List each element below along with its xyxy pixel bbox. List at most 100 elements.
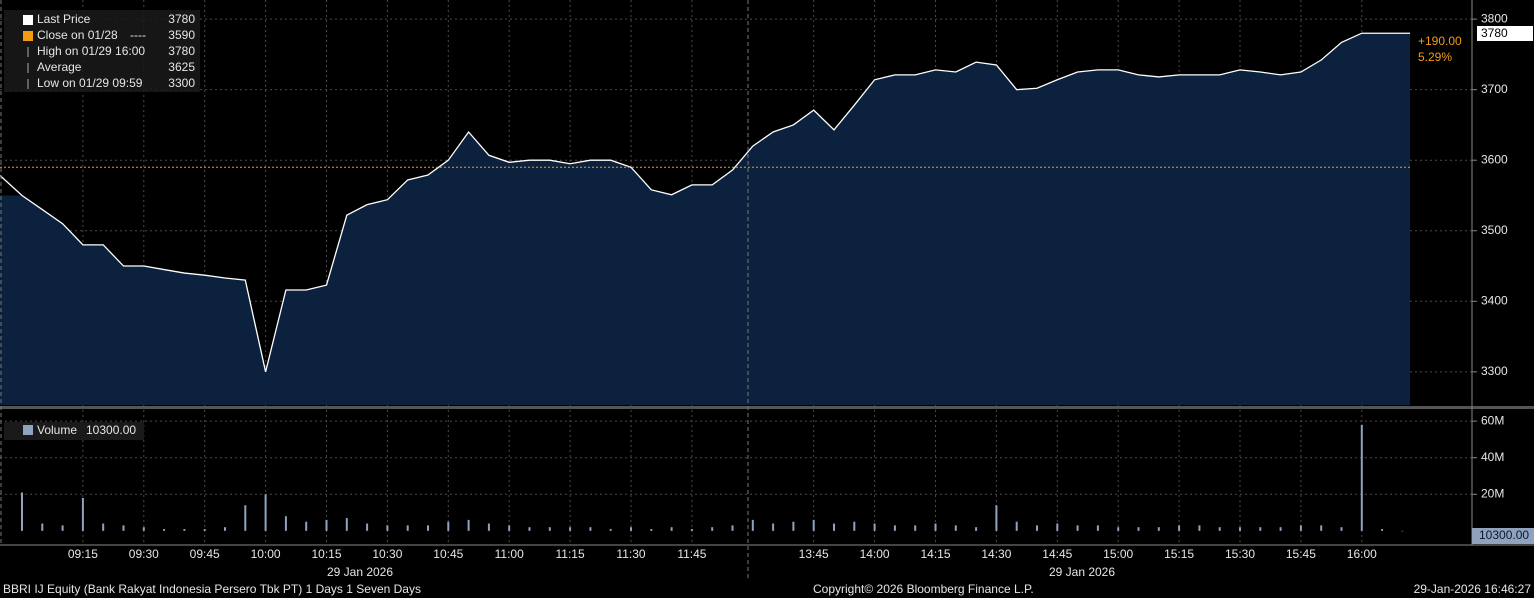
volume-bar — [975, 527, 978, 531]
legend-value: 3780 — [168, 12, 195, 26]
volume-bar — [102, 523, 105, 531]
x-tick-label: 14:15 — [920, 547, 950, 561]
change-pct-label: 5.29% — [1418, 50, 1452, 64]
date-label: 29 Jan 2026 — [327, 565, 393, 579]
panel-divider — [0, 406, 1534, 409]
volume-bar — [812, 519, 815, 531]
footer-security: BBRI IJ Equity (Bank Rakyat Indonesia Pe… — [3, 582, 421, 596]
legend-value: 3590 — [168, 28, 195, 42]
volume-bar — [853, 521, 856, 531]
legend-swatch — [23, 15, 33, 25]
price-area — [0, 33, 1410, 406]
volume-bar — [1036, 525, 1038, 531]
volume-bar — [142, 527, 145, 531]
change-label: +190.00 — [1418, 34, 1462, 48]
y-tick-label: 3600 — [1481, 152, 1508, 166]
volume-bar — [264, 494, 267, 531]
legend-value: 3300 — [168, 76, 195, 90]
legend-label: Low on 01/29 09:59 — [37, 76, 143, 90]
volume-bar — [548, 527, 551, 531]
volume-bar — [224, 527, 226, 531]
legend-style: ---- — [130, 28, 146, 42]
x-tick-label: 14:00 — [860, 547, 890, 561]
volume-bar — [630, 527, 632, 531]
volume-bar — [1198, 525, 1201, 531]
legend-label: Last Price — [37, 12, 91, 26]
volume-bar — [731, 525, 734, 531]
x-tick-label: 11:00 — [495, 547, 524, 561]
date-label: 29 Jan 2026 — [1049, 565, 1115, 579]
volume-bar — [1279, 527, 1282, 531]
volume-bar — [1239, 527, 1241, 531]
x-tick-label: 15:00 — [1103, 547, 1133, 561]
volume-bar — [467, 519, 470, 531]
legend-value: 3625 — [168, 60, 195, 74]
volume-bar — [1076, 525, 1079, 531]
y-tick-label: 40M — [1481, 450, 1504, 464]
x-tick-label: 11:45 — [677, 547, 706, 561]
volume-bar — [244, 505, 247, 531]
volume-bar — [203, 529, 206, 531]
volume-bar — [1360, 424, 1363, 531]
last-price-label: 3780 — [1481, 26, 1508, 40]
volume-bar — [751, 519, 754, 531]
last-price-box — [1477, 26, 1533, 41]
volume-bar — [366, 523, 369, 531]
legend-label: Close on 01/28 — [37, 28, 118, 42]
y-tick-label: 3300 — [1481, 364, 1508, 378]
volume-bar — [1299, 525, 1302, 531]
volume-bar — [914, 525, 917, 531]
x-tick-label: 09:30 — [129, 547, 159, 561]
volume-bar — [650, 529, 653, 531]
volume-bar — [1320, 525, 1323, 531]
y-tick-label: 3500 — [1481, 223, 1508, 237]
volume-bar — [305, 521, 308, 531]
volume-bar — [1137, 527, 1140, 531]
volume-bar — [1381, 529, 1384, 531]
legend-swatch — [23, 425, 33, 435]
x-tick-label: 15:30 — [1225, 547, 1255, 561]
legend-label: Average — [37, 60, 82, 74]
x-tick-label: 10:30 — [372, 547, 402, 561]
volume-bar — [427, 525, 429, 531]
volume-bar — [41, 523, 44, 531]
footer-timestamp: 29-Jan-2026 16:46:27 — [1414, 582, 1532, 596]
volume-axis-label: 10300.00 — [1479, 528, 1529, 542]
legend-label: High on 01/29 16:00 — [37, 44, 145, 58]
volume-bar — [406, 525, 409, 531]
volume-bar — [81, 497, 84, 531]
x-tick-label: 09:45 — [190, 547, 220, 561]
x-tick-label: 10:45 — [433, 547, 463, 561]
y-tick-label: 20M — [1481, 486, 1504, 500]
legend-value: 3780 — [168, 44, 195, 58]
volume-bar — [183, 529, 186, 531]
volume-bar — [1056, 523, 1059, 531]
volume-bar — [589, 527, 592, 531]
legend-box — [4, 422, 144, 440]
volume-bar — [995, 505, 998, 531]
volume-bar — [61, 525, 64, 531]
volume-bar — [386, 525, 389, 531]
x-tick-label: 15:45 — [1286, 547, 1316, 561]
volume-bar — [569, 527, 572, 531]
volume-bar — [670, 527, 673, 531]
x-tick-label: 11:30 — [616, 547, 645, 561]
y-tick-label: 60M — [1481, 413, 1504, 427]
x-tick-label: 09:15 — [68, 547, 98, 561]
x-tick-label: 11:15 — [556, 547, 585, 561]
volume-bar — [934, 523, 937, 531]
volume-bar — [1157, 527, 1160, 531]
volume-bar — [1340, 527, 1343, 531]
y-tick-label: 3700 — [1481, 82, 1508, 96]
volume-bar — [893, 525, 896, 531]
volume-bar — [711, 527, 714, 531]
volume-bar — [1401, 530, 1404, 532]
x-tick-label: 14:30 — [981, 547, 1011, 561]
volume-bar — [345, 518, 348, 531]
volume-bar — [772, 523, 775, 531]
volume-bar — [528, 527, 531, 531]
x-tick-label: 10:00 — [251, 547, 281, 561]
x-tick-label: 13:45 — [799, 547, 829, 561]
legend-label: Volume — [37, 423, 77, 437]
volume-bar — [833, 523, 835, 531]
